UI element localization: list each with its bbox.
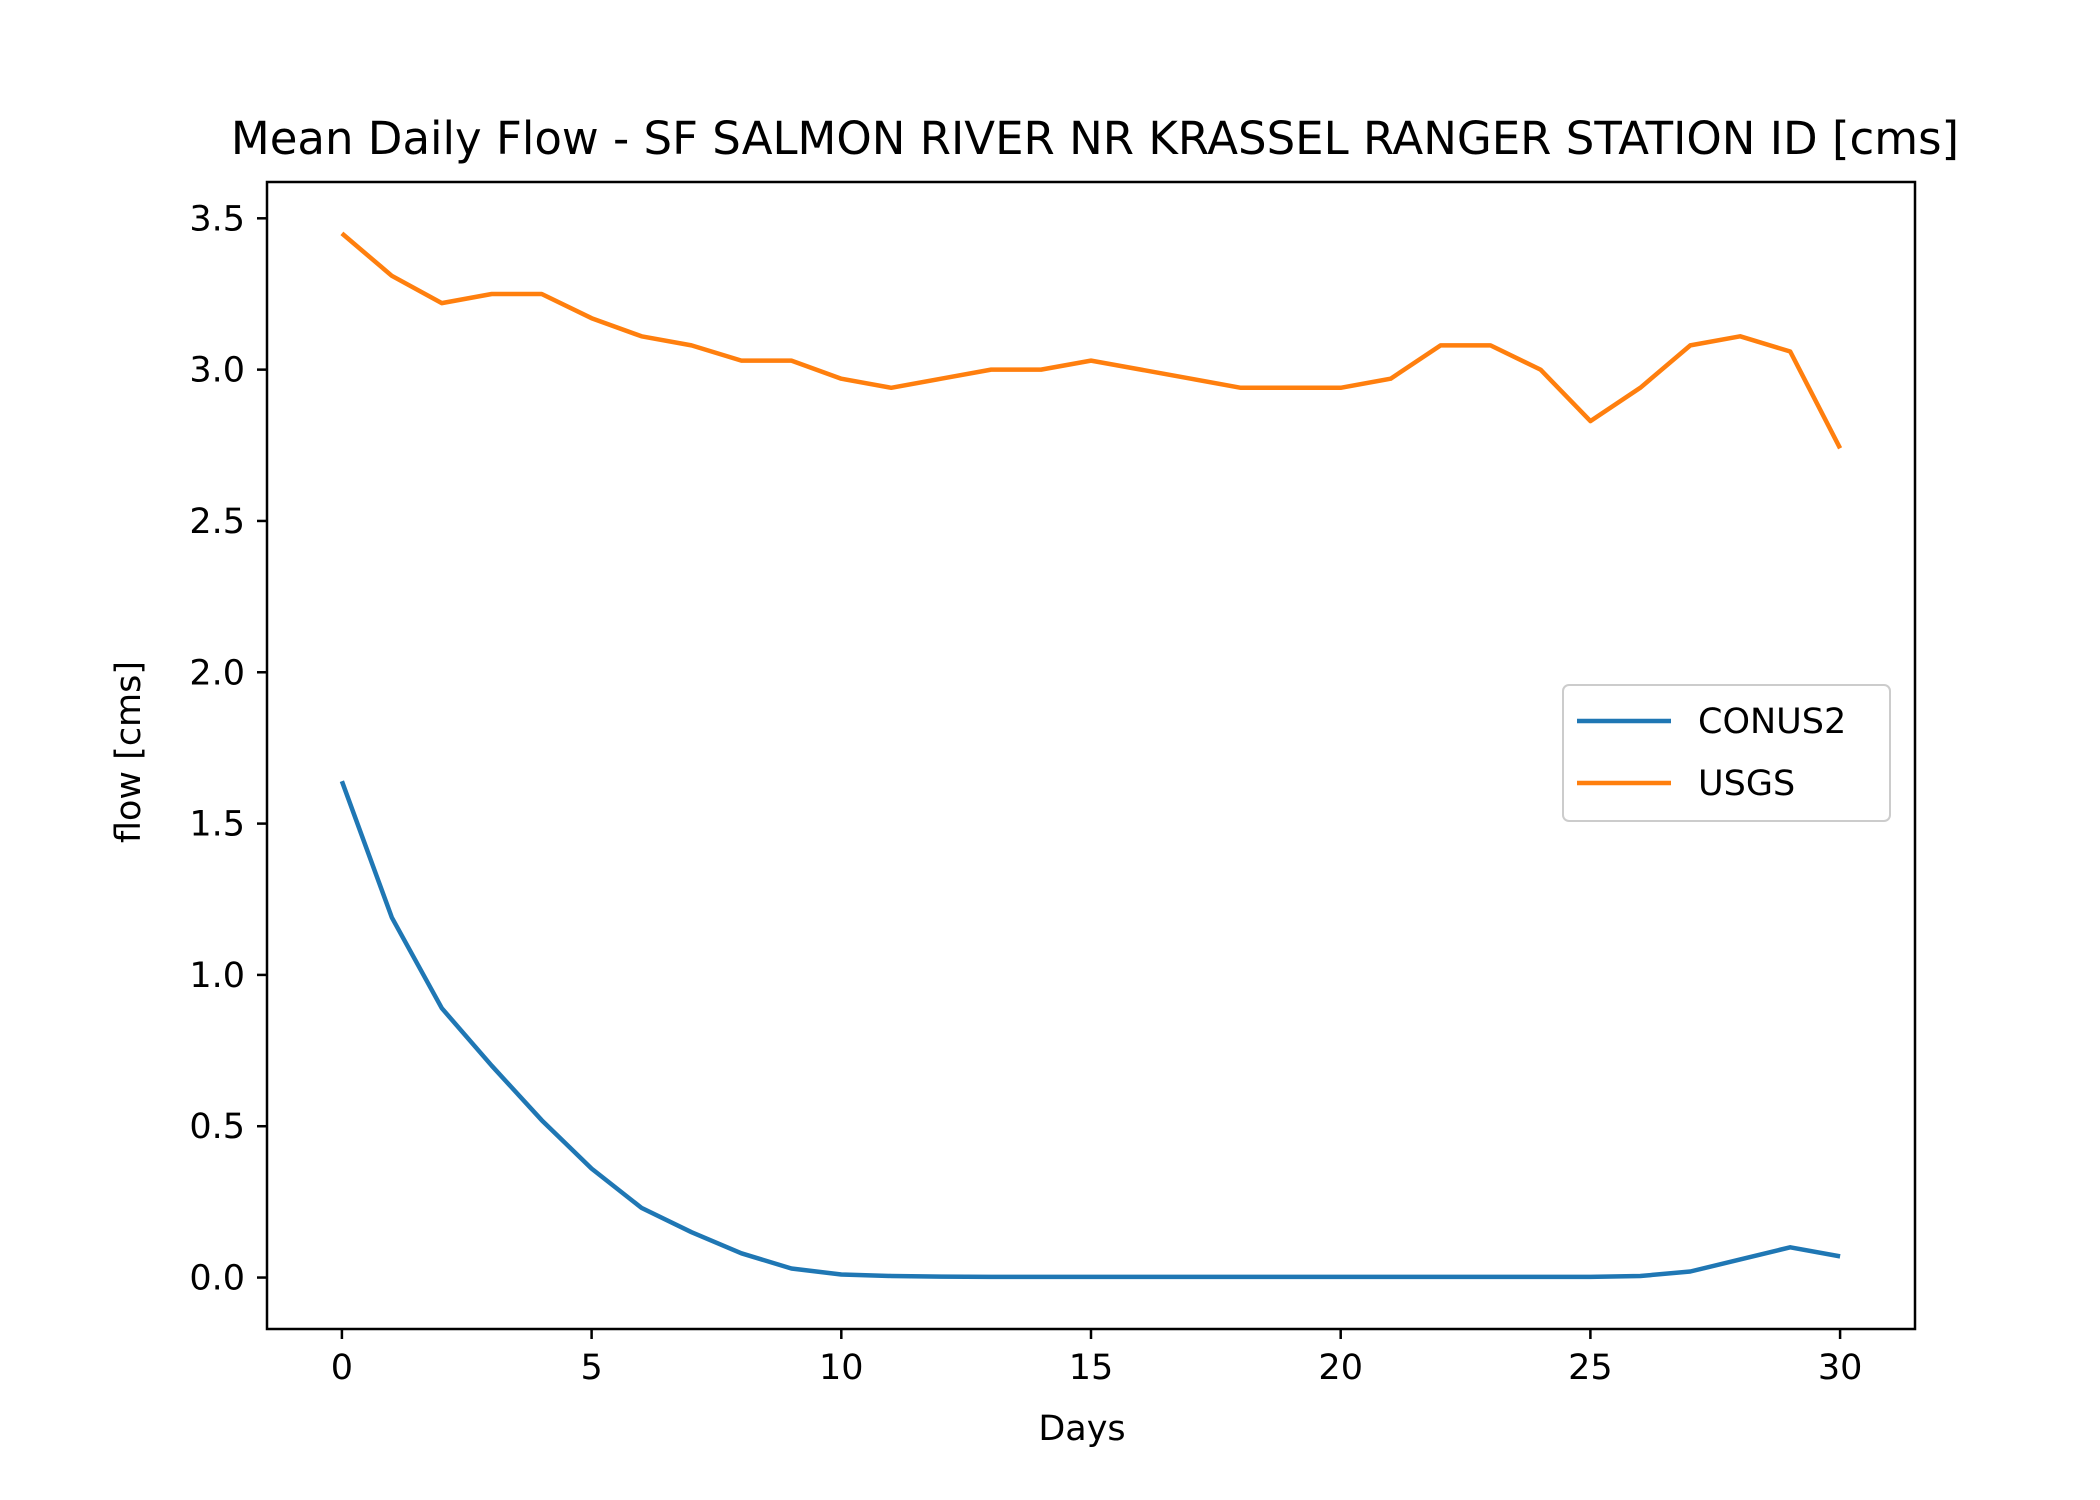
- legend-label-conus2: CONUS2: [1698, 702, 1846, 742]
- y-tick-label: 1.5: [189, 805, 245, 845]
- series-line-usgs: [340, 231, 1843, 450]
- x-tick-label: 15: [1069, 1348, 1114, 1388]
- legend-label-usgs: USGS: [1698, 764, 1795, 804]
- y-tick-label: 3.5: [189, 199, 245, 239]
- x-tick-label: 10: [819, 1348, 864, 1388]
- x-tick-label: 20: [1318, 1348, 1363, 1388]
- y-tick-label: 0.5: [189, 1107, 245, 1147]
- x-tick-label: 0: [331, 1348, 353, 1388]
- x-tick-label: 5: [580, 1348, 602, 1388]
- y-tick-label: 2.0: [189, 653, 245, 693]
- series-layer: [339, 231, 1843, 1280]
- y-tick-label: 0.0: [189, 1259, 245, 1299]
- y-tick-label: 2.5: [189, 502, 245, 542]
- ticks-layer: 0 5 10 15 20 25 30 0.0 0.5 1.0 1.5 2.0 2.5 3.0 3.5: [189, 199, 1862, 1388]
- x-tick-label: 30: [1818, 1348, 1863, 1388]
- x-tick-label: 25: [1568, 1348, 1613, 1388]
- chart-title: Mean Daily Flow - SF SALMON RIVER NR KRA…: [231, 112, 1959, 165]
- y-axis-label: flow [cms]: [109, 661, 149, 843]
- series-line-conus2: [339, 780, 1841, 1280]
- x-axis-label: Days: [1038, 1409, 1125, 1449]
- y-tick-label: 1.0: [189, 956, 245, 996]
- y-tick-label: 3.0: [189, 351, 245, 391]
- legend: CONUS2 USGS: [1562, 684, 1891, 822]
- plot-area-frame: [265, 180, 1917, 1331]
